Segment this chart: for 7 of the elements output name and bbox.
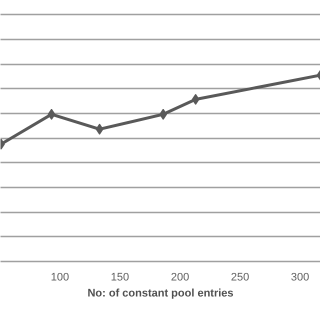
x-tick-label: 100 (50, 272, 70, 284)
point (159, 108, 168, 120)
x-tick-label: 150 (110, 272, 130, 284)
x-axis-title: No: of constant pool entries (87, 288, 234, 300)
x-tick-label: 200 (170, 272, 190, 284)
x-tick-label: 250 (230, 272, 250, 284)
x-tick-label: 300 (290, 272, 310, 284)
